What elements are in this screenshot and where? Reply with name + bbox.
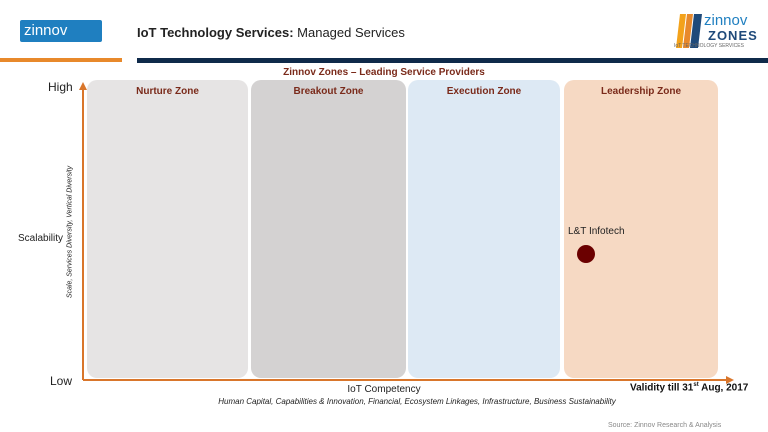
zone-label: Nurture Zone bbox=[136, 86, 199, 97]
zone-label: Execution Zone bbox=[446, 86, 522, 97]
source-note: Source: Zinnov Research & Analysis bbox=[608, 422, 722, 429]
validity-note: Validity till 31st Aug, 2017 bbox=[630, 382, 748, 393]
zones-tagline: IoT TECHNOLOGY SERVICES bbox=[674, 43, 744, 49]
zone-label: Leadership Zone bbox=[600, 86, 681, 97]
page-title: IoT Technology Services: Managed Service… bbox=[137, 25, 405, 40]
point-lt-infotech bbox=[577, 245, 595, 263]
validity-post: Aug, 2017 bbox=[698, 382, 749, 394]
chart-heading: Zinnov Zones – Leading Service Providers bbox=[283, 67, 485, 78]
zone-label: Breakout Zone bbox=[293, 86, 364, 97]
logo-text: zinnov bbox=[24, 22, 68, 39]
zinnov-zones-logo: zinnov ZONES IoT TECHNOLOGY SERVICES bbox=[674, 12, 766, 52]
y-high-label: High bbox=[48, 80, 73, 94]
x-axis-sublabel: Human Capital, Capabilities & Innovation… bbox=[218, 397, 616, 406]
nurture-zone: Nurture Zone bbox=[87, 80, 248, 378]
orange-divider bbox=[0, 58, 122, 62]
validity-sup: st bbox=[693, 382, 699, 388]
title-rest: Managed Services bbox=[297, 25, 405, 40]
validity-pre: Validity till 31 bbox=[630, 382, 694, 394]
zones-brand: zinnov bbox=[704, 12, 748, 29]
title-bold: IoT Technology Services: bbox=[137, 25, 294, 40]
y-axis-label: Scalability bbox=[18, 233, 64, 244]
navy-divider bbox=[137, 58, 768, 63]
point-label: L&T Infotech bbox=[568, 226, 625, 237]
leadership-zone: Leadership Zone bbox=[564, 80, 718, 378]
execution-zone: Execution Zone bbox=[408, 80, 560, 378]
zones-product: ZONES bbox=[708, 28, 758, 43]
y-axis-sublabel: Scale, Services Diversity, Vertical Dive… bbox=[66, 165, 74, 299]
y-low-label: Low bbox=[50, 374, 73, 388]
breakout-zone: Breakout Zone bbox=[251, 80, 406, 378]
zinnov-logo: zinnov bbox=[20, 20, 102, 42]
y-arrow-icon bbox=[79, 82, 87, 90]
x-arrow-icon bbox=[726, 376, 734, 384]
zones-stripes-icon bbox=[676, 14, 702, 48]
x-axis-label: IoT Competency bbox=[347, 384, 421, 395]
